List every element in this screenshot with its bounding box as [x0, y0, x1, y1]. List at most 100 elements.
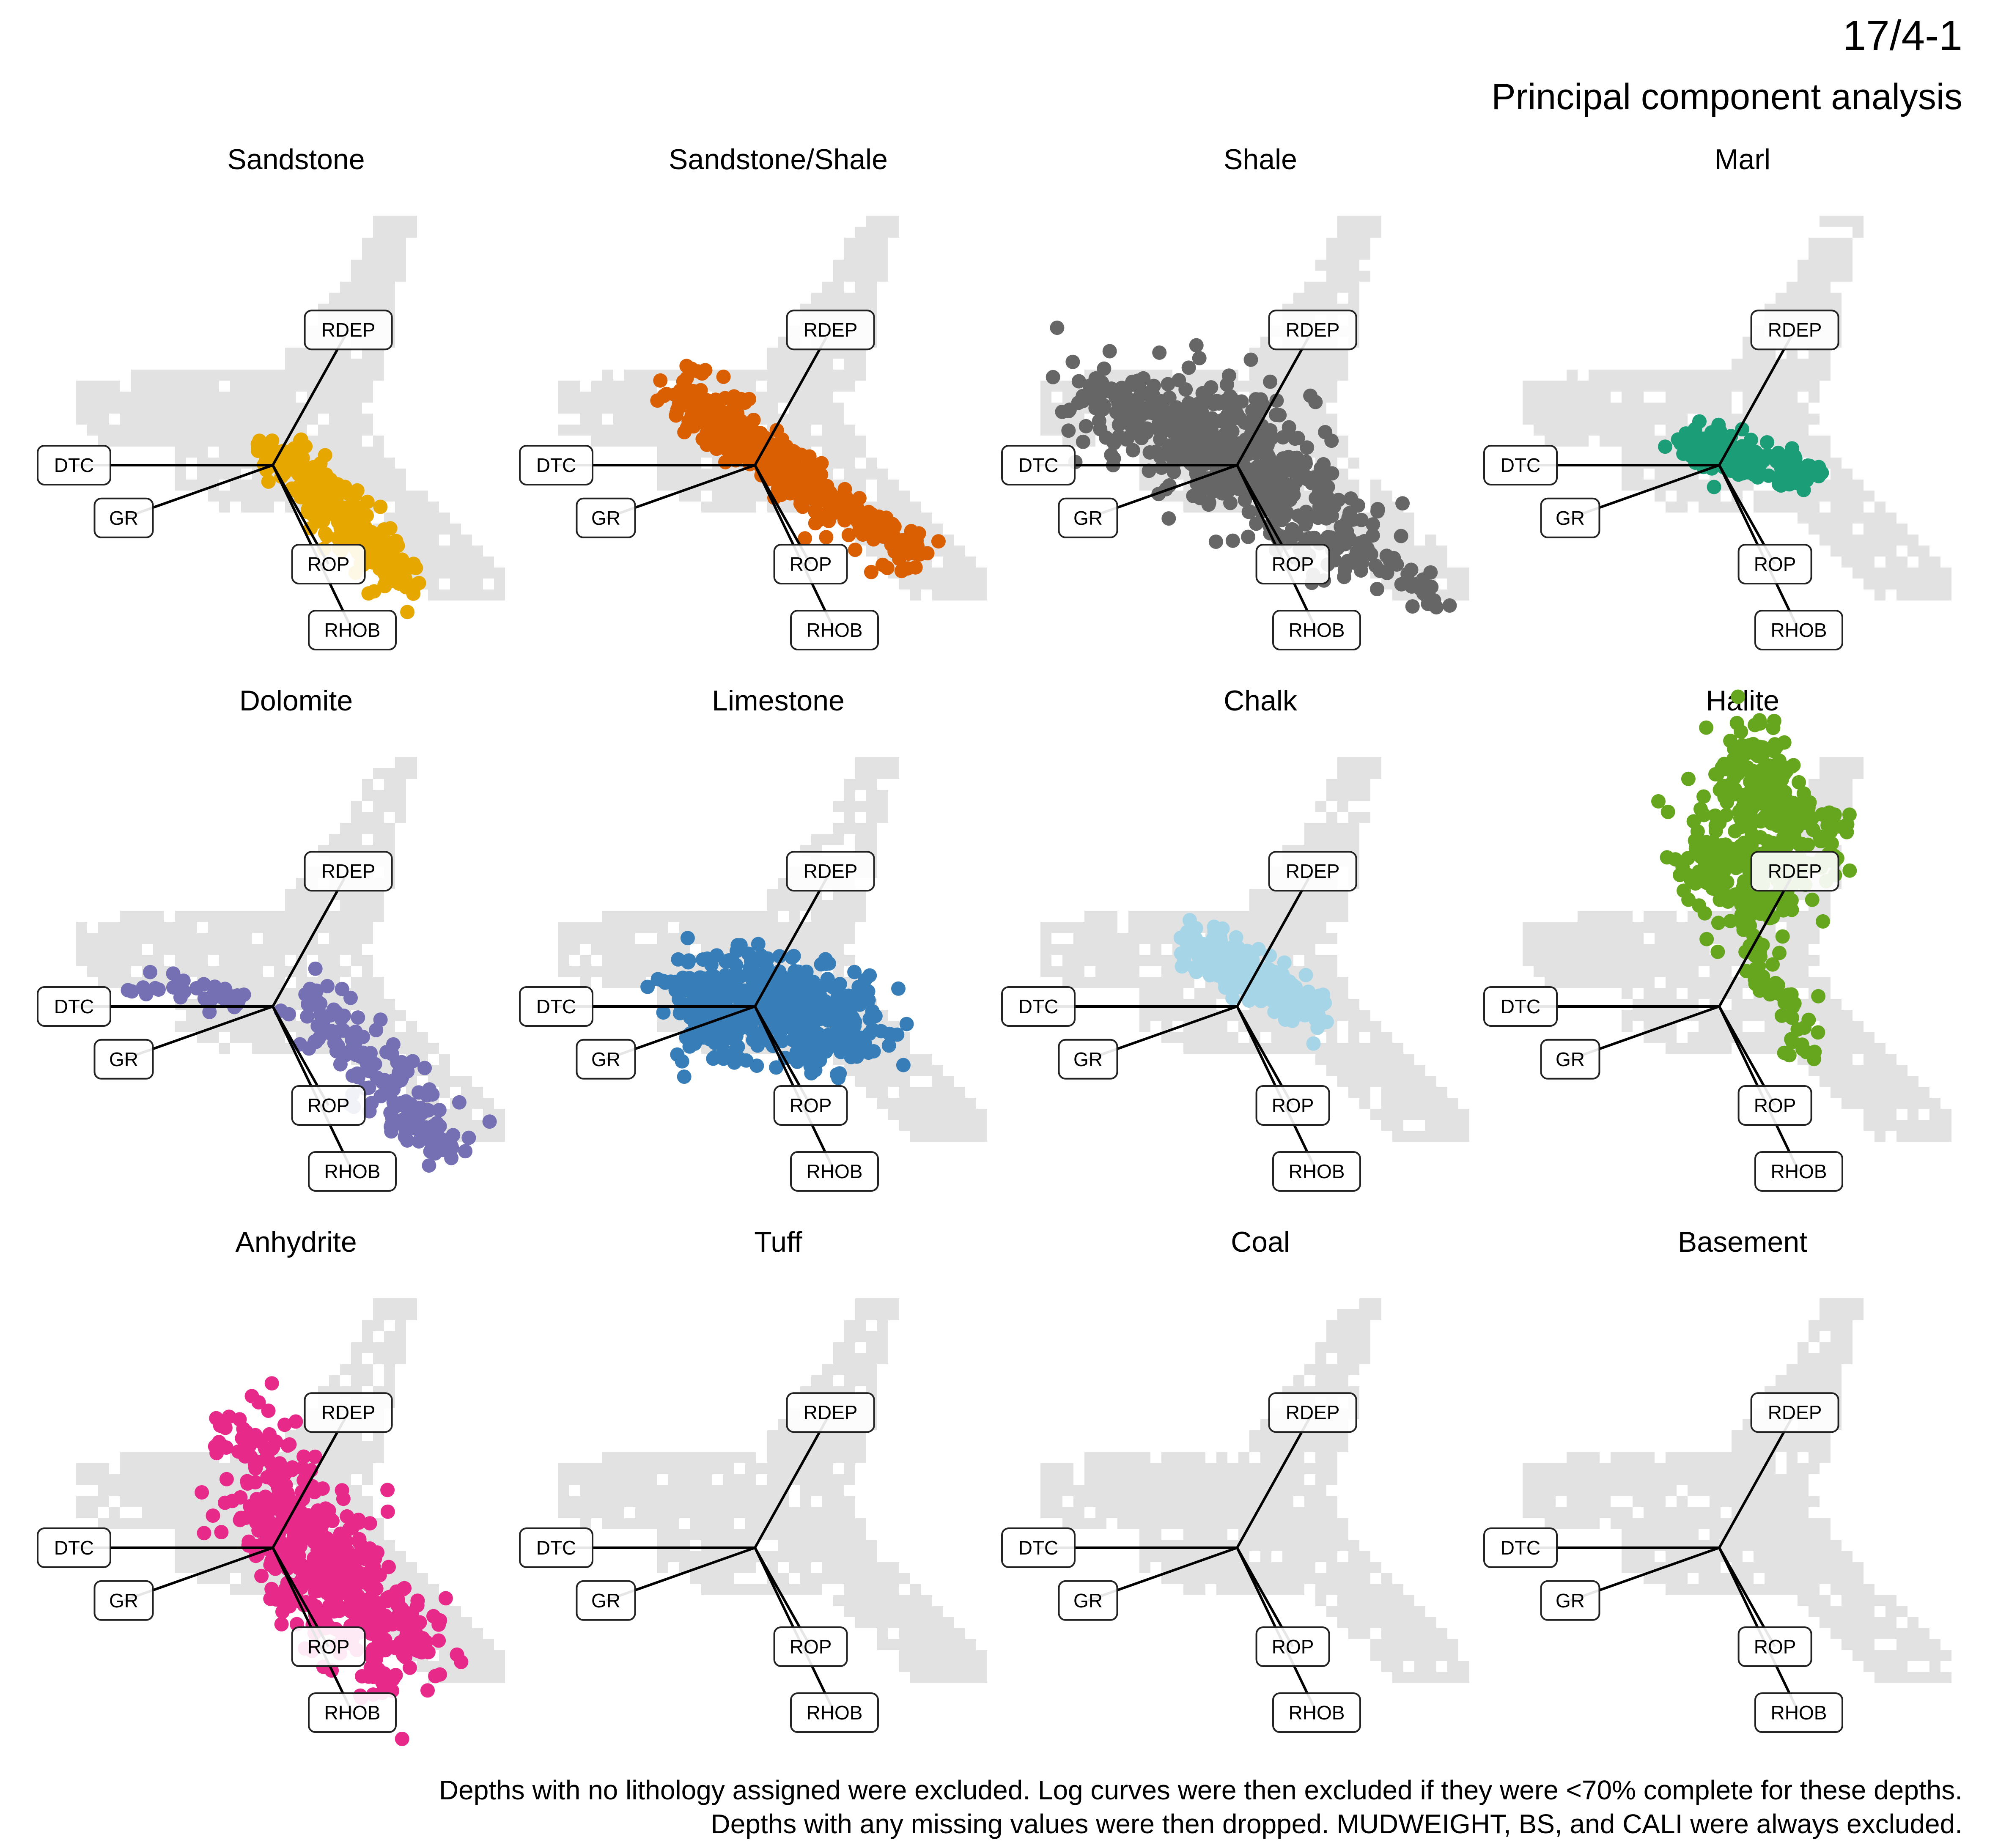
- density-cell: [1644, 370, 1655, 381]
- density-cell: [1842, 513, 1853, 524]
- density-cell: [1831, 271, 1842, 282]
- density-cell: [395, 469, 406, 480]
- density-cell: [1842, 502, 1853, 513]
- density-cell: [1139, 933, 1150, 944]
- density-cell: [1798, 370, 1809, 381]
- density-cell: [384, 271, 395, 282]
- density-cell: [1556, 392, 1567, 403]
- density-cell: [197, 381, 208, 392]
- density-cell: [657, 414, 668, 425]
- density-cell: [1348, 458, 1359, 469]
- density-cell: [1260, 911, 1271, 922]
- density-cell: [635, 436, 646, 447]
- data-point: [697, 1006, 712, 1021]
- density-cell: [384, 491, 395, 502]
- density-cell: [1885, 579, 1896, 589]
- density-cell: [778, 933, 789, 944]
- density-cell: [318, 392, 329, 403]
- data-point: [819, 530, 834, 545]
- density-cell: [373, 900, 384, 911]
- density-cell: [767, 370, 778, 381]
- density-cell: [186, 911, 197, 922]
- label-text: DTC: [54, 995, 94, 1017]
- density-cell: [87, 403, 98, 414]
- data-point: [1760, 435, 1775, 450]
- density-cell: [635, 425, 646, 436]
- density-cell: [197, 403, 208, 414]
- data-point: [1671, 432, 1685, 447]
- density-cell: [1918, 546, 1929, 557]
- density-cell: [1787, 502, 1798, 513]
- density-cell: [1820, 535, 1831, 546]
- data-point: [1208, 535, 1223, 549]
- density-cell: [833, 271, 844, 282]
- density-cell: [362, 260, 373, 271]
- density-cell: [1710, 370, 1721, 381]
- density-cell: [1743, 381, 1754, 392]
- density-cell: [624, 922, 635, 933]
- density-cell: [1249, 381, 1260, 392]
- density-cell: [1611, 436, 1622, 447]
- density-cell: [1337, 260, 1348, 271]
- density-cell: [833, 381, 844, 392]
- data-point: [1289, 474, 1304, 489]
- density-cell: [932, 1131, 943, 1142]
- density-cell: [910, 502, 921, 513]
- density-cell: [1293, 414, 1304, 425]
- data-point: [429, 1133, 444, 1148]
- density-cell: [833, 458, 844, 469]
- data-point: [138, 984, 153, 999]
- density-cell: [87, 944, 98, 955]
- data-point: [718, 986, 733, 1001]
- density-cell: [1831, 293, 1842, 304]
- density-cell: [142, 922, 153, 933]
- density-cell: [580, 414, 591, 425]
- density-cell: [1776, 293, 1787, 304]
- density-cell: [1458, 579, 1469, 589]
- density-cell: [175, 458, 186, 469]
- density-cell: [943, 546, 954, 557]
- density-cell: [1161, 977, 1172, 988]
- density-cell: [417, 1043, 428, 1054]
- data-point: [1224, 394, 1238, 409]
- density-cell: [1282, 392, 1293, 403]
- density-cell: [1260, 889, 1271, 900]
- density-cell: [965, 1131, 976, 1142]
- density-cell: [877, 216, 888, 227]
- density-cell: [340, 966, 351, 977]
- density-cell: [877, 1065, 888, 1076]
- density-cell: [351, 260, 362, 271]
- density-cell: [296, 922, 307, 933]
- density-cell: [175, 403, 186, 414]
- density-cell: [1918, 579, 1929, 589]
- density-cell: [373, 469, 384, 480]
- density-cell: [472, 589, 483, 600]
- density-cell: [186, 381, 197, 392]
- density-cell: [657, 1021, 668, 1032]
- density-cell: [822, 370, 833, 381]
- data-point: [896, 542, 911, 557]
- density-cell: [1874, 546, 1885, 557]
- data-point: [1761, 468, 1776, 483]
- density-cell: [417, 1032, 428, 1043]
- density-cell: [384, 293, 395, 304]
- density-cell: [285, 922, 296, 933]
- density-cell: [142, 381, 153, 392]
- density-cell: [1896, 535, 1907, 546]
- density-cell: [844, 911, 855, 922]
- density-cell: [175, 370, 186, 381]
- density-cell: [428, 1043, 439, 1054]
- density-cell: [219, 469, 230, 480]
- density-cell: [340, 403, 351, 414]
- density-cell: [778, 370, 789, 381]
- data-point: [251, 441, 266, 455]
- density-cell: [1249, 370, 1260, 381]
- density-cell: [1907, 568, 1918, 579]
- density-cell: [197, 414, 208, 425]
- data-point: [1342, 506, 1357, 521]
- density-cell: [767, 933, 778, 944]
- density-cell: [866, 834, 877, 845]
- density-cell: [1622, 480, 1633, 491]
- loading-label-dtc: DTC: [1001, 445, 1076, 485]
